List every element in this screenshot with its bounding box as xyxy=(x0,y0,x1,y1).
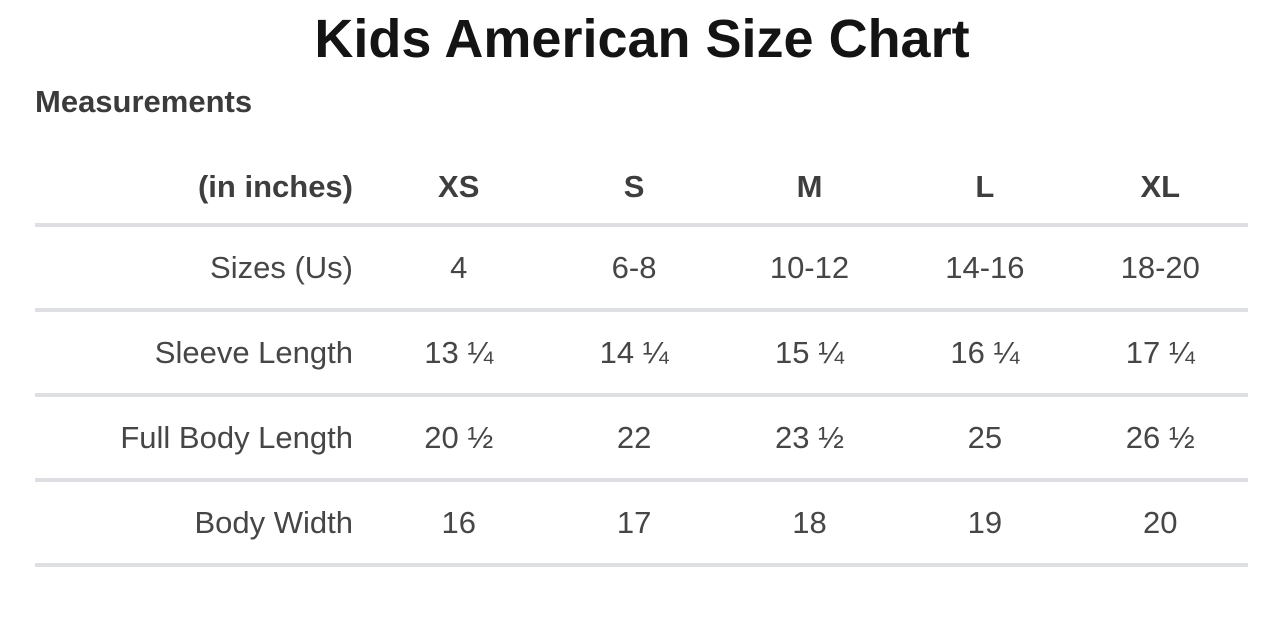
table-cell: 22 xyxy=(546,393,722,480)
table-cell: 6-8 xyxy=(546,223,722,310)
size-chart-table: (in inches) XS S M L XL Sizes (Us) 4 6-8… xyxy=(35,133,1248,567)
table-cell: 25 xyxy=(897,393,1073,480)
table-cell: 18 xyxy=(721,478,898,567)
row-label-body-width: Body Width xyxy=(35,478,371,567)
table-row-sizes: Sizes (Us) 4 6-8 10-12 14-16 18-20 xyxy=(35,223,1248,310)
table-cell: 16 ¼ xyxy=(897,308,1073,395)
table-cell: 10-12 xyxy=(721,223,898,310)
table-cell: 23 ½ xyxy=(721,393,898,480)
column-header-l: L xyxy=(975,169,995,204)
table-cell: 14 ¼ xyxy=(546,308,722,395)
column-header-m: M xyxy=(796,169,823,204)
column-header-xs: XS xyxy=(438,169,480,204)
row-label-sleeve-length: Sleeve Length xyxy=(35,308,371,395)
table-cell: 17 xyxy=(546,478,722,567)
table-cell: 17 ¼ xyxy=(1072,308,1248,395)
table-header-row: (in inches) XS S M L XL xyxy=(35,133,1248,225)
page-title: Kids American Size Chart xyxy=(314,9,970,69)
column-header-unit: (in inches) xyxy=(197,169,353,204)
measurements-heading: Measurements xyxy=(35,84,253,119)
table-cell: 13 ¼ xyxy=(371,308,547,395)
table-row-sleeve-length: Sleeve Length 13 ¼ 14 ¼ 15 ¼ 16 ¼ 17 ¼ xyxy=(35,308,1248,395)
table-cell: 19 xyxy=(897,478,1073,567)
table-cell: 20 xyxy=(1072,478,1248,567)
column-header-s: S xyxy=(623,169,645,204)
row-label-full-body-length: Full Body Length xyxy=(35,393,371,480)
table-cell: 15 ¼ xyxy=(721,308,898,395)
table-row-full-body-length: Full Body Length 20 ½ 22 23 ½ 25 26 ½ xyxy=(35,393,1248,480)
table-cell: 4 xyxy=(371,223,547,310)
table-cell: 18-20 xyxy=(1072,223,1248,310)
row-label-sizes: Sizes (Us) xyxy=(35,223,371,310)
table-cell: 20 ½ xyxy=(371,393,547,480)
table-row-body-width: Body Width 16 17 18 19 20 xyxy=(35,478,1248,567)
column-header-xl: XL xyxy=(1140,169,1181,204)
table-cell: 26 ½ xyxy=(1072,393,1248,480)
table-cell: 14-16 xyxy=(897,223,1073,310)
table-cell: 16 xyxy=(371,478,547,567)
